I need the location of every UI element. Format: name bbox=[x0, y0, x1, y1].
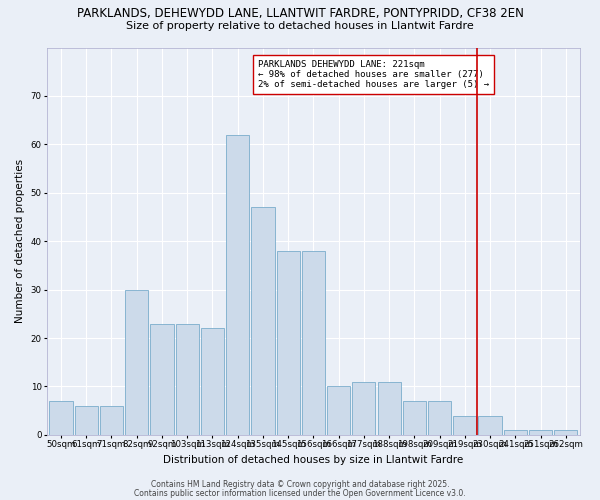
Bar bbox=[201, 328, 224, 435]
Text: PARKLANDS DEHEWYDD LANE: 221sqm
← 98% of detached houses are smaller (277)
2% of: PARKLANDS DEHEWYDD LANE: 221sqm ← 98% of… bbox=[258, 60, 489, 90]
Bar bbox=[49, 401, 73, 435]
Bar bbox=[176, 324, 199, 435]
Text: Size of property relative to detached houses in Llantwit Fardre: Size of property relative to detached ho… bbox=[126, 21, 474, 31]
Bar bbox=[529, 430, 552, 435]
Bar bbox=[251, 208, 275, 435]
Bar bbox=[125, 290, 148, 435]
Text: Contains public sector information licensed under the Open Government Licence v3: Contains public sector information licen… bbox=[134, 488, 466, 498]
Bar bbox=[327, 386, 350, 435]
X-axis label: Distribution of detached houses by size in Llantwit Fardre: Distribution of detached houses by size … bbox=[163, 455, 464, 465]
Bar bbox=[74, 406, 98, 435]
Bar bbox=[151, 324, 173, 435]
Text: PARKLANDS, DEHEWYDD LANE, LLANTWIT FARDRE, PONTYPRIDD, CF38 2EN: PARKLANDS, DEHEWYDD LANE, LLANTWIT FARDR… bbox=[77, 8, 523, 20]
Bar bbox=[403, 401, 426, 435]
Bar bbox=[302, 251, 325, 435]
Bar bbox=[554, 430, 577, 435]
Bar bbox=[377, 382, 401, 435]
Text: Contains HM Land Registry data © Crown copyright and database right 2025.: Contains HM Land Registry data © Crown c… bbox=[151, 480, 449, 489]
Bar bbox=[428, 401, 451, 435]
Bar bbox=[478, 416, 502, 435]
Bar bbox=[100, 406, 123, 435]
Bar bbox=[352, 382, 376, 435]
Y-axis label: Number of detached properties: Number of detached properties bbox=[15, 159, 25, 324]
Bar bbox=[453, 416, 476, 435]
Bar bbox=[504, 430, 527, 435]
Bar bbox=[277, 251, 300, 435]
Bar bbox=[226, 134, 249, 435]
